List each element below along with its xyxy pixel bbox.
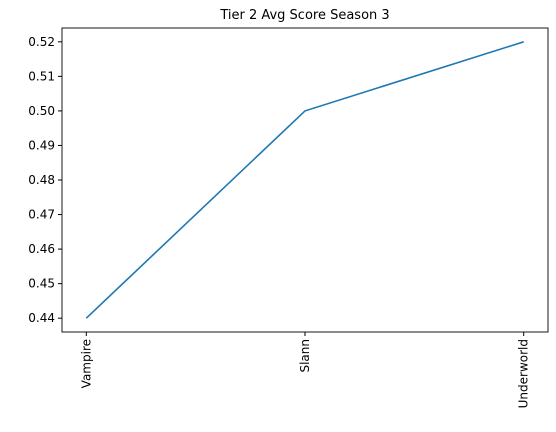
y-tick-label: 0.46: [28, 242, 55, 256]
y-tick-label: 0.44: [28, 311, 55, 325]
y-tick-label: 0.50: [28, 104, 55, 118]
y-tick-label: 0.52: [28, 35, 55, 49]
x-tick-label: Vampire: [79, 339, 93, 388]
axes-frame: [61, 27, 549, 333]
y-tick-label: 0.45: [28, 277, 55, 291]
chart-title: Tier 2 Avg Score Season 3: [219, 8, 389, 23]
y-tick-label: 0.49: [28, 138, 55, 152]
y-tick-label: 0.51: [28, 69, 55, 83]
y-tick-label: 0.47: [28, 208, 55, 222]
x-tick-label: Underworld: [517, 339, 531, 408]
y-tick-label: 0.48: [28, 173, 55, 187]
x-tick-label: Slann: [298, 339, 312, 373]
line: [85, 41, 524, 319]
